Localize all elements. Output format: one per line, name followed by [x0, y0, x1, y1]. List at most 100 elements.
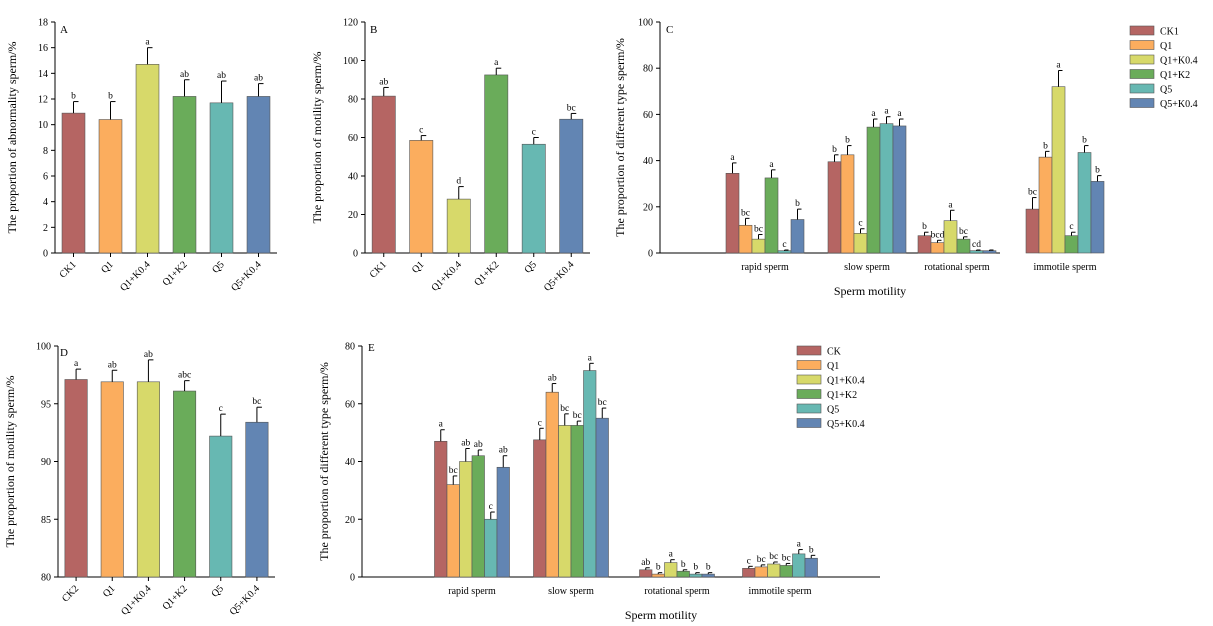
significance-label: ab	[641, 558, 650, 568]
significance-label: b	[693, 563, 698, 573]
significance-label: ab	[108, 360, 117, 370]
legend-swatch	[1129, 69, 1155, 79]
significance-label: bc	[754, 225, 763, 235]
bar	[689, 573, 703, 578]
legend-label: Q5	[1160, 85, 1172, 96]
legend-swatch	[796, 360, 822, 370]
bar	[701, 573, 715, 578]
bar	[64, 379, 88, 578]
y-tick-label: 80	[643, 64, 653, 75]
bar	[853, 233, 868, 254]
x-tick-label: Q5	[209, 583, 225, 599]
legend-label: Q1	[1160, 41, 1172, 52]
bar	[98, 119, 123, 254]
bar	[446, 484, 460, 578]
bar	[777, 250, 792, 254]
bar	[738, 224, 753, 254]
significance-label: bc	[560, 404, 569, 414]
legend-swatch	[1129, 25, 1155, 36]
x-category-label: slow sperm	[548, 586, 594, 597]
significance-label: b	[1082, 136, 1087, 146]
bar	[484, 518, 498, 578]
bar	[172, 96, 197, 254]
significance-label: a	[145, 38, 150, 48]
significance-label: a	[1056, 61, 1061, 71]
significance-label: b	[1095, 166, 1100, 176]
significance-label: a	[948, 200, 953, 210]
bar	[558, 425, 572, 578]
panel-label: D	[60, 347, 68, 359]
y-tick-label: 8	[43, 146, 48, 157]
significance-label: c	[419, 126, 423, 136]
x-category-label: immotile sperm	[1033, 262, 1096, 273]
x-tick-label: Q1+K0.4	[430, 259, 464, 293]
panel-label: E	[368, 342, 375, 354]
bar	[61, 112, 86, 254]
significance-label: abc	[178, 371, 191, 381]
bar	[792, 553, 806, 578]
bar	[409, 140, 434, 254]
y-tick-label: 18	[38, 18, 48, 29]
significance-label: bc	[573, 411, 582, 421]
bar	[246, 96, 271, 254]
bar	[136, 381, 160, 578]
bar	[135, 64, 160, 254]
legend-swatch	[796, 403, 822, 414]
y-axis-title: The proportion of abnormality sperm/%	[5, 42, 19, 234]
y-axis-title: The proportion of different type sperm/%	[317, 362, 331, 561]
chart-panel-e: 0 20 40 60 80 The proportion of different typ…	[317, 342, 880, 622]
legend: CK Q1 Q1+K0.4 Q1+K2 Q5 Q5+K0.4	[796, 345, 865, 430]
significance-label: c	[489, 502, 493, 512]
significance-label: cd	[972, 240, 981, 250]
x-category-label: slow sperm	[844, 262, 890, 273]
x-tick-label: Q1+K0.4	[119, 583, 153, 617]
significance-label: bc	[741, 208, 750, 218]
y-axis-title: The proportion of motility sperm/%	[310, 52, 324, 224]
significance-label: ab	[499, 446, 508, 456]
significance-label: a	[669, 550, 674, 560]
bar	[639, 569, 653, 578]
y-tick-label: 20	[348, 210, 358, 221]
y-tick-label: 40	[345, 457, 355, 468]
bar	[664, 562, 678, 578]
y-tick-label: 120	[343, 18, 358, 29]
x-tick-label: CK2	[60, 583, 81, 604]
x-tick-label: Q5+K0.4	[229, 259, 263, 293]
x-category-label: rapid sperm	[741, 262, 789, 273]
bar	[930, 242, 945, 254]
significance-label: c	[1069, 222, 1073, 232]
y-tick-label: 80	[345, 342, 355, 353]
legend-label: Q5	[827, 405, 839, 416]
bar	[651, 573, 665, 578]
legend-swatch	[796, 345, 822, 356]
bar	[446, 198, 471, 254]
panel-label: C	[666, 24, 673, 36]
bar	[559, 118, 584, 254]
bar	[764, 177, 779, 254]
y-tick-label: 16	[38, 43, 48, 54]
y-tick-label: 100	[36, 342, 51, 353]
bar	[371, 95, 396, 254]
bar	[866, 126, 881, 254]
y-tick-label: 2	[43, 223, 48, 234]
y-tick-label: 0	[350, 573, 355, 584]
bar	[484, 74, 509, 254]
significance-label: a	[494, 58, 499, 68]
y-axis-title: The proportion of different type sperm/%	[613, 38, 627, 237]
legend-swatch	[796, 389, 822, 399]
chart-panel-d: 80 85 90 95 100 The proportion of motility sp…	[3, 342, 275, 618]
x-category-label: rotational sperm	[644, 586, 709, 597]
bar	[1038, 156, 1053, 254]
significance-label: ab	[474, 440, 483, 450]
significance-label: bcd	[931, 230, 945, 240]
x-tick-label: Q5	[210, 259, 226, 275]
bar	[459, 461, 473, 578]
x-tick-label: Q5	[522, 259, 538, 275]
bar	[496, 466, 510, 578]
y-tick-label: 80	[41, 573, 51, 584]
y-tick-label: 90	[41, 457, 51, 468]
bar	[209, 102, 234, 254]
x-category-label: rotational sperm	[924, 262, 989, 273]
significance-label: bc	[567, 103, 576, 113]
legend-swatch	[1129, 98, 1155, 108]
